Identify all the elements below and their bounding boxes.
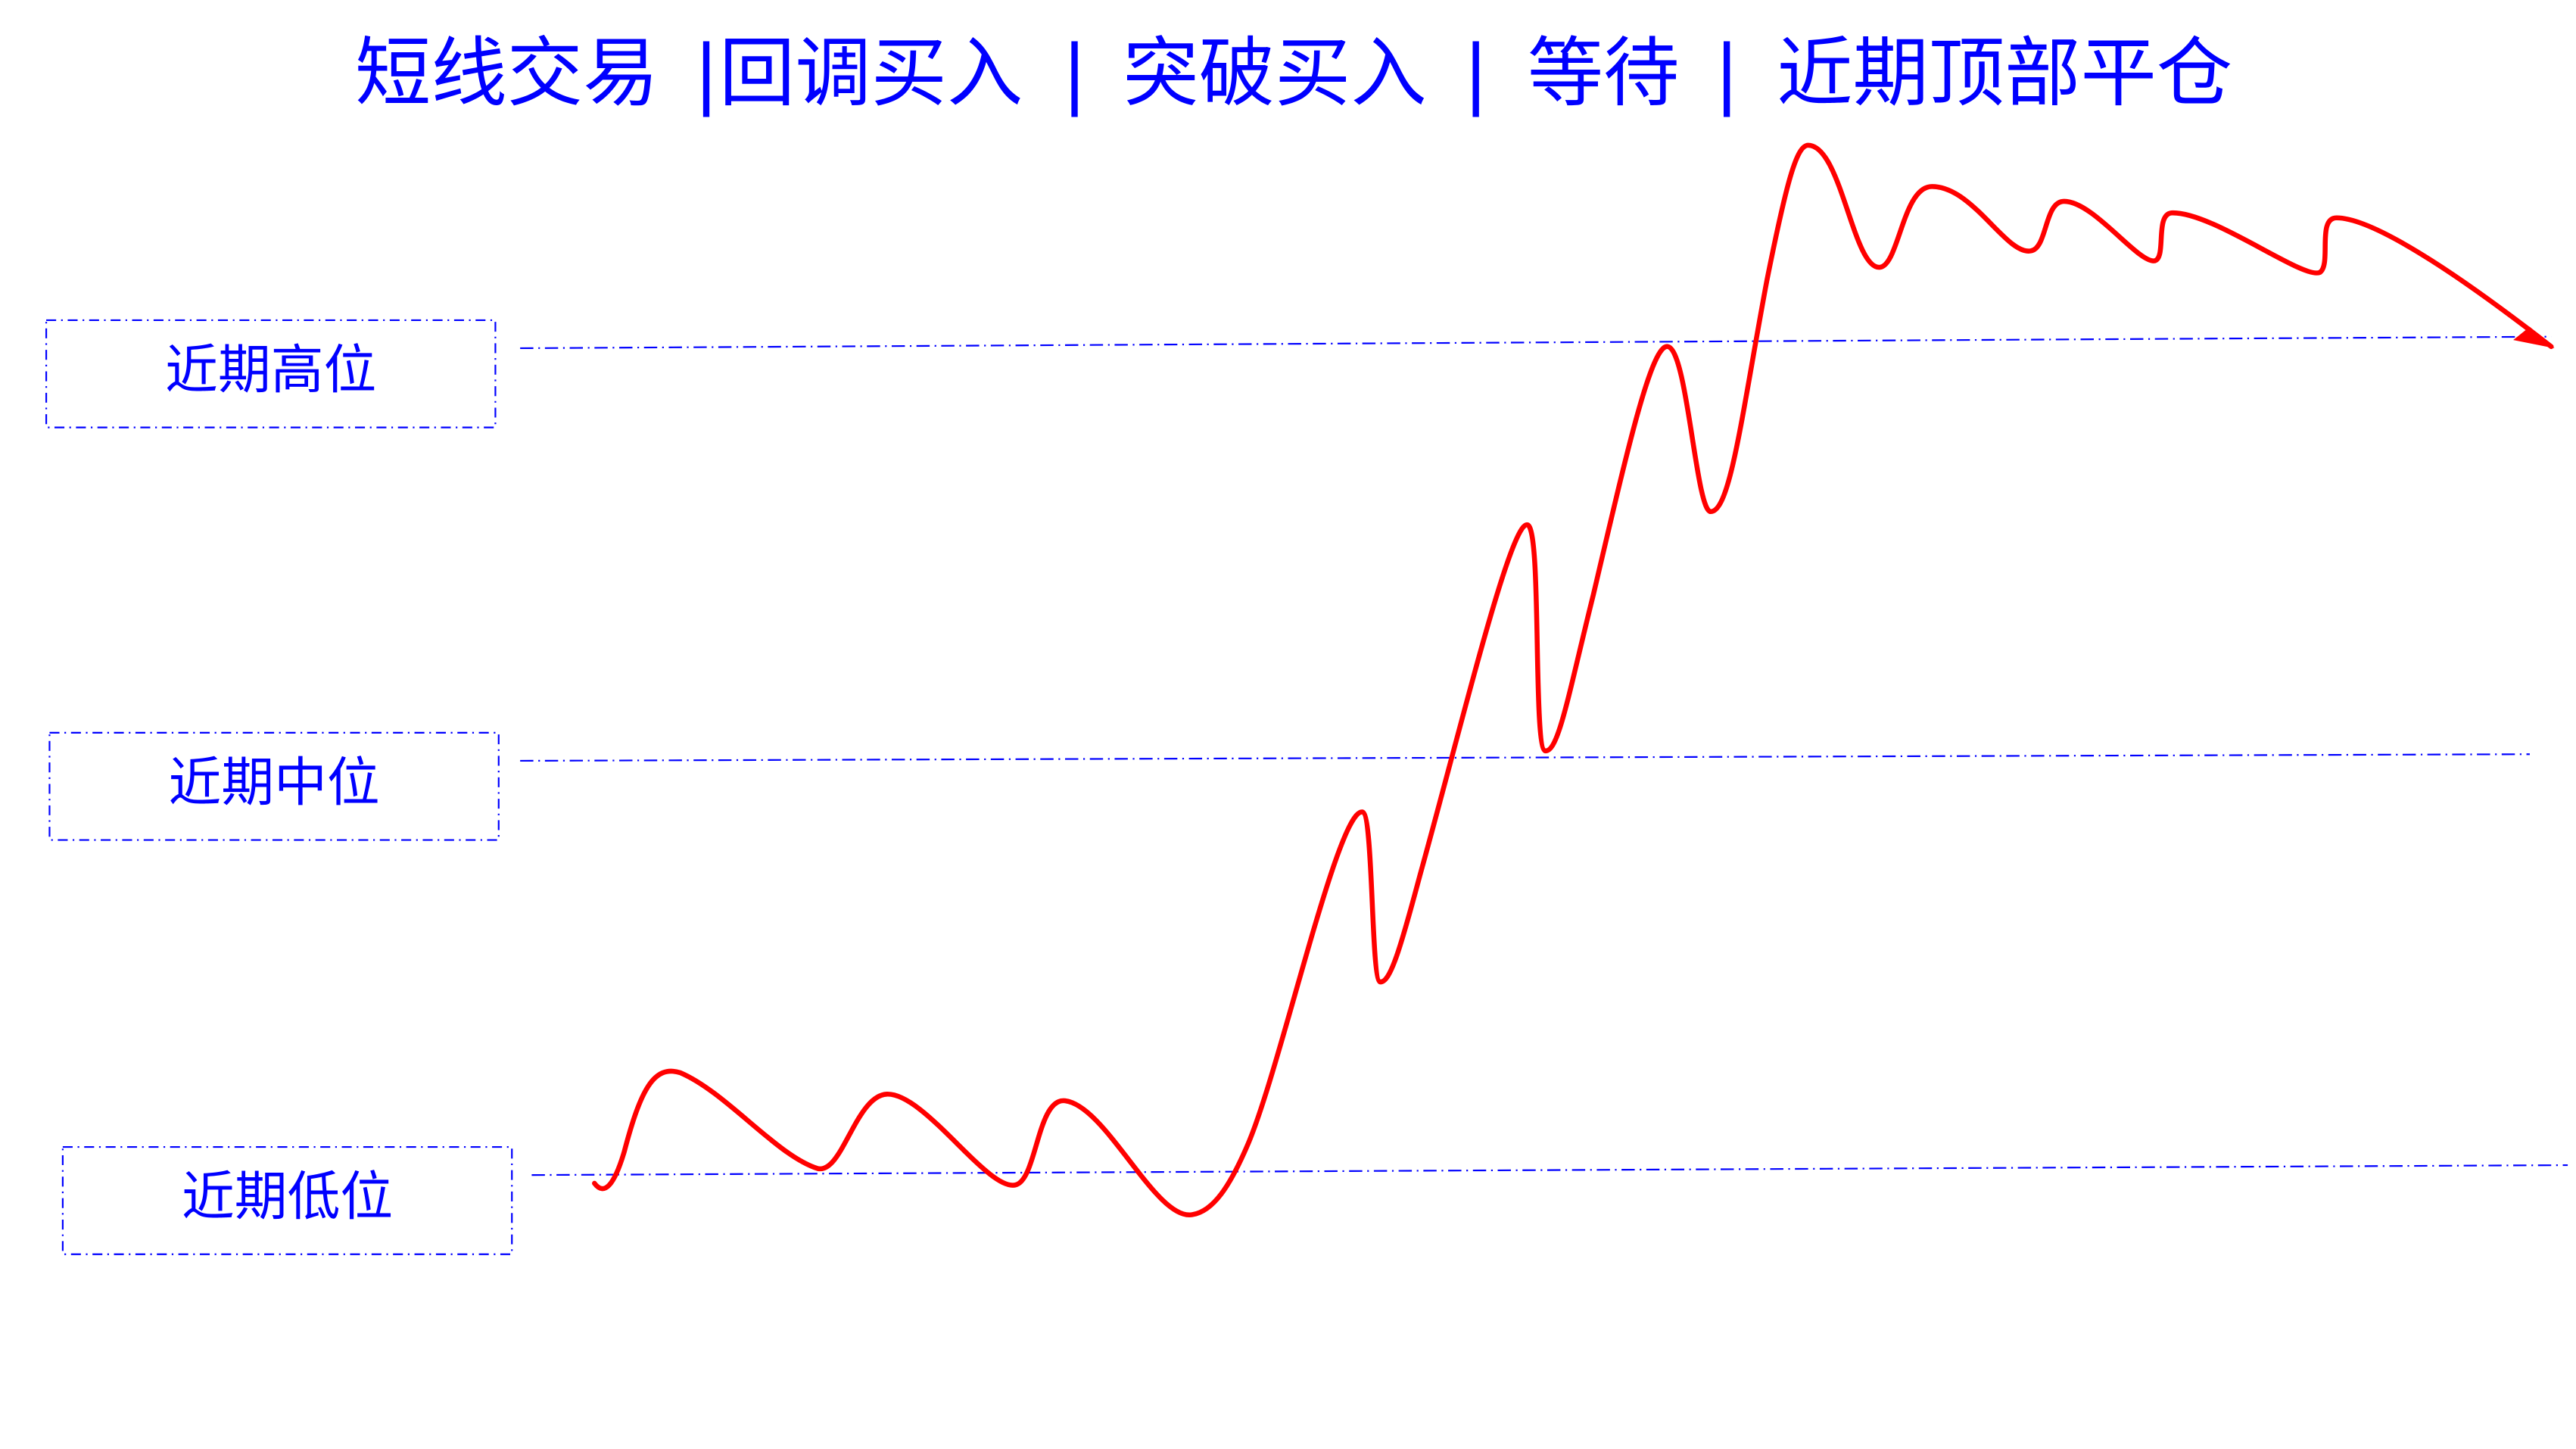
level-mid: 近期中位 (48, 731, 2530, 841)
title-separator: | (1062, 29, 1088, 117)
price-curve (592, 142, 2554, 1217)
title-recent-top-close: 近期顶部平仓 (1777, 29, 2232, 117)
level-box (61, 1145, 513, 1255)
level-line (531, 1164, 2568, 1176)
level-line (520, 753, 2530, 762)
level-label: 近期低位 (182, 1166, 393, 1227)
title-pullback-buy: |回调买入 (693, 29, 1023, 117)
title: 短线交易 |回调买入 | 突破买入 | 等待 | 近期顶部平仓 (355, 29, 2232, 117)
title-separator: | (1463, 29, 1489, 117)
title-wait: 等待 (1528, 29, 1680, 117)
level-line (520, 335, 2552, 350)
arrow-icon (2513, 326, 2555, 348)
title-separator: | (1714, 29, 1740, 117)
title-short-term-trading: 短线交易 (355, 29, 659, 117)
level-high: 近期高位 (45, 319, 2552, 428)
level-label: 近期中位 (169, 752, 380, 813)
level-box (45, 319, 497, 428)
title-breakout-buy: 突破买入 (1123, 29, 1426, 117)
level-label: 近期高位 (165, 339, 376, 400)
level-box (48, 731, 500, 841)
level-low: 近期低位 (61, 1145, 2568, 1255)
